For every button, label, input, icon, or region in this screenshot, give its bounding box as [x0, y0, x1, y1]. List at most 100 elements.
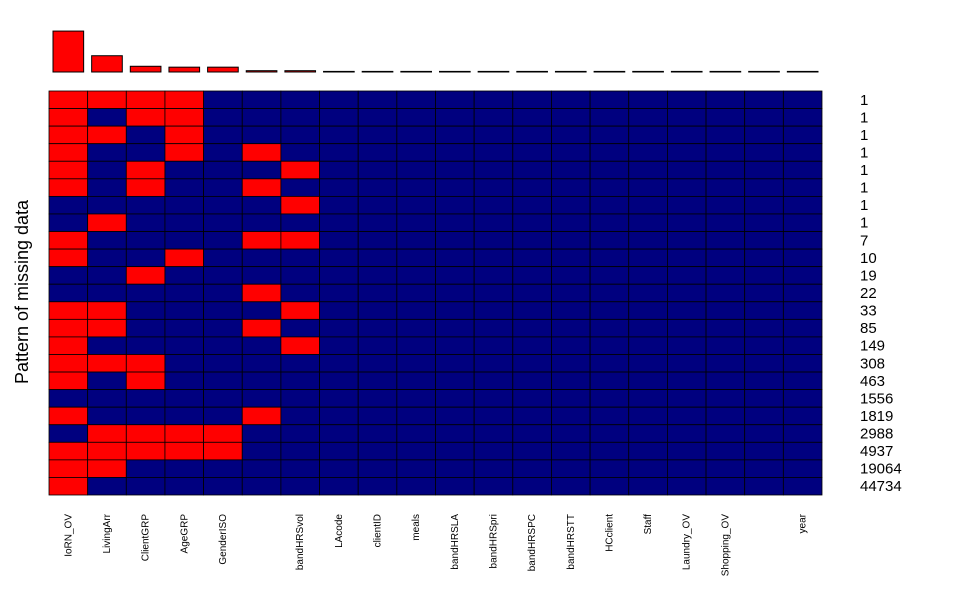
pattern-cell — [435, 477, 475, 496]
pattern-cell — [589, 459, 630, 478]
pattern-count-label: 1556 — [860, 390, 893, 407]
pattern-cell — [551, 354, 591, 373]
pattern-count-label: 1 — [860, 180, 868, 197]
pattern-cell — [125, 318, 166, 338]
pattern-cell — [48, 108, 89, 127]
pattern-cell — [628, 477, 668, 496]
variable-label: Laundry_OV — [682, 514, 693, 570]
variable-labels: IoRN_OV LivingArr ClientGRP AgeGRP GenderISO… — [63, 513, 808, 576]
pattern-cell — [705, 406, 746, 426]
pattern-cell — [782, 108, 823, 127]
pattern-cell — [396, 178, 436, 197]
pattern-cell — [48, 160, 89, 180]
pattern-cell — [473, 283, 514, 303]
pattern-cell — [782, 354, 823, 373]
pattern-cell — [396, 143, 436, 162]
missing-fraction-bars — [52, 30, 819, 73]
pattern-cell — [435, 90, 475, 109]
pattern-cell — [164, 477, 204, 496]
pattern-cell — [357, 266, 398, 285]
pattern-cell — [512, 178, 552, 197]
pattern-cell — [589, 195, 630, 215]
pattern-cell — [744, 160, 784, 180]
pattern-cell — [473, 336, 514, 355]
pattern-cell — [551, 195, 591, 215]
pattern-cell — [280, 283, 320, 303]
pattern-count-labels: 1111111171019223385149308463155618192988… — [860, 92, 902, 495]
pattern-cell — [203, 266, 243, 285]
pattern-cell — [319, 389, 359, 408]
pattern-cell — [551, 336, 591, 355]
pattern-cell — [512, 371, 552, 391]
pattern-cell — [744, 424, 784, 443]
pattern-cell — [203, 389, 243, 408]
pattern-cell — [744, 371, 784, 391]
pattern-cell — [164, 248, 204, 268]
pattern-cell — [87, 477, 127, 496]
pattern-cell — [435, 441, 475, 461]
pattern-cell — [164, 336, 204, 355]
pattern-cell — [667, 477, 707, 496]
pattern-cell — [589, 90, 630, 109]
pattern-cell — [744, 178, 784, 197]
pattern-count-label: 1 — [860, 92, 868, 109]
pattern-cell — [473, 108, 514, 127]
pattern-cell — [280, 143, 320, 162]
pattern-cell — [125, 389, 166, 408]
pattern-cell — [705, 108, 746, 127]
pattern-cell — [203, 143, 243, 162]
pattern-cell — [396, 459, 436, 478]
pattern-cell — [667, 231, 707, 250]
pattern-cell — [628, 354, 668, 373]
pattern-cell — [705, 266, 746, 285]
pattern-cell — [667, 125, 707, 145]
pattern-cell — [48, 477, 89, 496]
missing-pattern-grid — [48, 90, 823, 496]
pattern-cell — [203, 160, 243, 180]
pattern-cell — [241, 125, 282, 145]
pattern-cell — [589, 336, 630, 355]
pattern-cell — [164, 424, 204, 443]
pattern-cell — [589, 213, 630, 232]
pattern-cell — [628, 424, 668, 443]
pattern-cell — [396, 231, 436, 250]
pattern-cell — [241, 406, 282, 426]
pattern-cell — [164, 371, 204, 391]
pattern-cell — [48, 143, 89, 162]
pattern-cell — [241, 459, 282, 478]
pattern-cell — [280, 213, 320, 232]
pattern-cell — [280, 424, 320, 443]
pattern-cell — [512, 266, 552, 285]
pattern-cell — [628, 441, 668, 461]
pattern-cell — [628, 336, 668, 355]
pattern-cell — [241, 354, 282, 373]
pattern-cell — [280, 336, 320, 355]
pattern-cell — [241, 178, 282, 197]
pattern-cell — [241, 266, 282, 285]
pattern-cell — [203, 213, 243, 232]
pattern-cell — [744, 248, 784, 268]
pattern-count-label: 1 — [860, 109, 868, 126]
pattern-count-label: 4937 — [860, 443, 893, 460]
pattern-cell — [744, 336, 784, 355]
pattern-cell — [87, 90, 127, 109]
pattern-cell — [512, 336, 552, 355]
pattern-cell — [125, 301, 166, 320]
pattern-cell — [87, 178, 127, 197]
pattern-count-label: 1819 — [860, 408, 893, 425]
pattern-cell — [125, 266, 166, 285]
pattern-cell — [512, 441, 552, 461]
pattern-cell — [48, 178, 89, 197]
pattern-cell — [705, 231, 746, 250]
pattern-cell — [782, 90, 823, 109]
pattern-cell — [125, 354, 166, 373]
pattern-cell — [628, 248, 668, 268]
pattern-cell — [357, 90, 398, 109]
pattern-cell — [48, 459, 89, 478]
pattern-cell — [164, 266, 204, 285]
pattern-cell — [512, 108, 552, 127]
pattern-cell — [87, 336, 127, 355]
pattern-cell — [319, 160, 359, 180]
pattern-cell — [125, 178, 166, 197]
pattern-cell — [435, 459, 475, 478]
